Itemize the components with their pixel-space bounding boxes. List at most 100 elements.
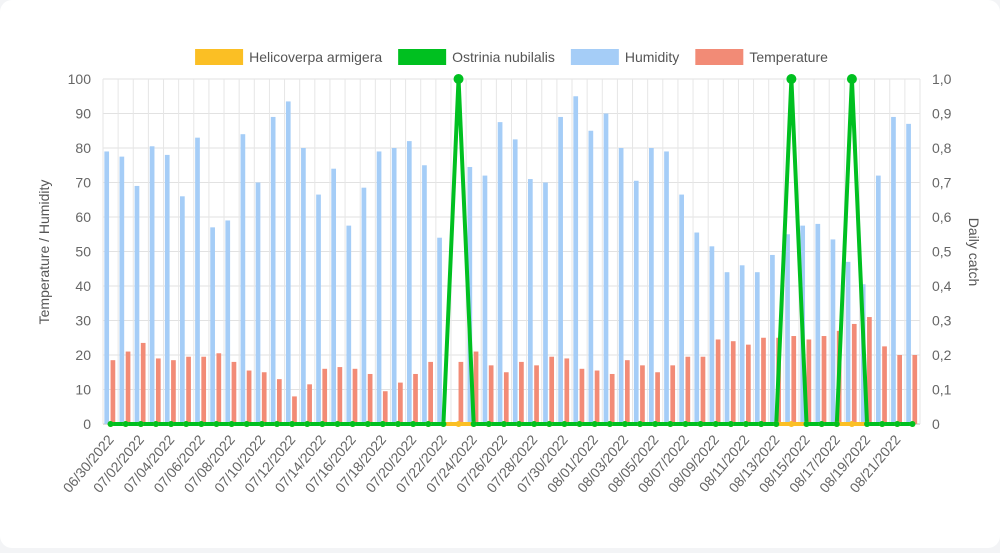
point-ostrinia-nubilalis — [846, 74, 857, 84]
point-ostrinia-nubilalis — [864, 421, 871, 427]
point-ostrinia-nubilalis — [561, 421, 568, 427]
bar-humidity — [679, 194, 684, 424]
bar-humidity — [422, 165, 427, 424]
bar-temperature — [231, 361, 237, 424]
bar-humidity — [482, 175, 488, 424]
legend-swatch-temperature — [695, 49, 744, 65]
y-left-tick-label: 100 — [68, 71, 92, 87]
point-ostrinia-nubilalis — [818, 421, 825, 427]
bar-temperature — [640, 365, 645, 424]
point-ostrinia-nubilalis — [576, 421, 583, 427]
bar-humidity — [633, 180, 639, 424]
y-right-tick-label: 0,3 — [932, 313, 952, 329]
bar-temperature — [352, 368, 358, 424]
bar-temperature — [473, 351, 479, 424]
point-ostrinia-nubilalis — [273, 421, 280, 427]
bar-humidity — [543, 182, 548, 424]
bar-humidity — [497, 122, 503, 424]
bar-humidity — [119, 156, 125, 424]
bar-humidity — [785, 234, 790, 424]
bar-temperature — [322, 368, 328, 424]
bar-temperature — [110, 360, 116, 424]
point-helicoverpa-armigera — [455, 421, 462, 427]
bar-temperature — [519, 361, 524, 424]
bar-temperature — [897, 355, 903, 424]
point-ostrinia-nubilalis — [364, 421, 371, 427]
bar-humidity — [603, 113, 609, 424]
bar-humidity — [739, 265, 745, 424]
bar-humidity — [301, 148, 306, 424]
point-ostrinia-nubilalis — [682, 421, 689, 427]
bar-temperature — [186, 356, 191, 424]
point-ostrinia-nubilalis — [894, 421, 901, 427]
point-ostrinia-nubilalis — [379, 421, 386, 427]
y-left-tick-label: 80 — [75, 140, 91, 156]
bar-humidity — [210, 227, 215, 424]
bar-temperature — [216, 353, 222, 424]
point-ostrinia-nubilalis — [319, 421, 326, 427]
point-ostrinia-nubilalis — [786, 74, 797, 84]
y-right-tick-label: 0,9 — [932, 106, 952, 122]
y-left-tick-label: 0 — [83, 416, 91, 432]
bar-humidity — [406, 141, 412, 424]
bar-humidity — [724, 272, 730, 424]
bar-humidity — [875, 175, 881, 424]
y-right-tick-label: 0,7 — [932, 175, 952, 191]
bar-humidity — [285, 101, 291, 425]
bar-humidity — [331, 168, 337, 424]
point-ostrinia-nubilalis — [440, 421, 447, 427]
bar-humidity — [512, 139, 518, 424]
bar-humidity — [346, 225, 352, 424]
point-ostrinia-nubilalis — [107, 421, 114, 427]
grid-lines — [102, 78, 921, 425]
y-right-tick-label: 0,1 — [932, 382, 952, 398]
y-right-tick-label: 0,5 — [932, 244, 952, 260]
point-ostrinia-nubilalis — [453, 74, 464, 84]
bar-humidity — [694, 232, 700, 424]
point-ostrinia-nubilalis — [591, 421, 598, 427]
bar-temperature — [261, 372, 267, 424]
bar-temperature — [155, 358, 161, 424]
y-left-tick-label: 60 — [75, 209, 91, 225]
bar-humidity — [754, 272, 760, 424]
point-ostrinia-nubilalis — [909, 421, 916, 427]
bar-temperature — [730, 341, 736, 424]
bar-humidity — [195, 137, 200, 424]
y-axis-left-title: Temperature / Humidity — [36, 180, 52, 325]
point-ostrinia-nubilalis — [773, 421, 780, 427]
point-ostrinia-nubilalis — [349, 421, 356, 427]
bar-humidity — [361, 187, 367, 424]
y-left-tick-label: 40 — [75, 278, 91, 294]
legend-swatch-helicoverpa-armigera — [195, 49, 244, 65]
point-ostrinia-nubilalis — [168, 421, 175, 427]
point-ostrinia-nubilalis — [516, 421, 523, 427]
bar-humidity — [891, 116, 896, 424]
bar-temperature — [337, 367, 343, 424]
legend-label-ostrinia-nubilalis: Ostrinia nubilalis — [452, 49, 555, 65]
bar-temperature — [594, 370, 600, 424]
point-ostrinia-nubilalis — [122, 421, 129, 427]
bar-temperature — [534, 365, 539, 424]
point-ostrinia-nubilalis — [727, 421, 734, 427]
bar-temperature — [624, 360, 630, 424]
bar-humidity — [815, 223, 821, 424]
bar-temperature — [821, 336, 827, 424]
bar-temperature — [579, 368, 585, 424]
bar-humidity — [664, 151, 669, 424]
bar-humidity — [770, 254, 775, 424]
bar-temperature — [125, 351, 131, 424]
point-ostrinia-nubilalis — [470, 421, 477, 427]
bar-humidity — [437, 237, 442, 424]
bar-temperature — [382, 391, 388, 424]
legend-label-helicoverpa-armigera: Helicoverpa armigera — [249, 49, 382, 65]
bar-humidity — [830, 239, 836, 424]
bar-humidity — [588, 130, 594, 424]
bar-temperature — [413, 373, 418, 424]
point-ostrinia-nubilalis — [228, 421, 235, 427]
point-ostrinia-nubilalis — [213, 421, 220, 427]
bar-humidity — [573, 96, 579, 424]
bar-temperature — [307, 384, 312, 424]
bar-humidity — [240, 134, 246, 424]
bar-temperature — [428, 361, 433, 424]
y-left-tick-label: 10 — [75, 382, 91, 398]
